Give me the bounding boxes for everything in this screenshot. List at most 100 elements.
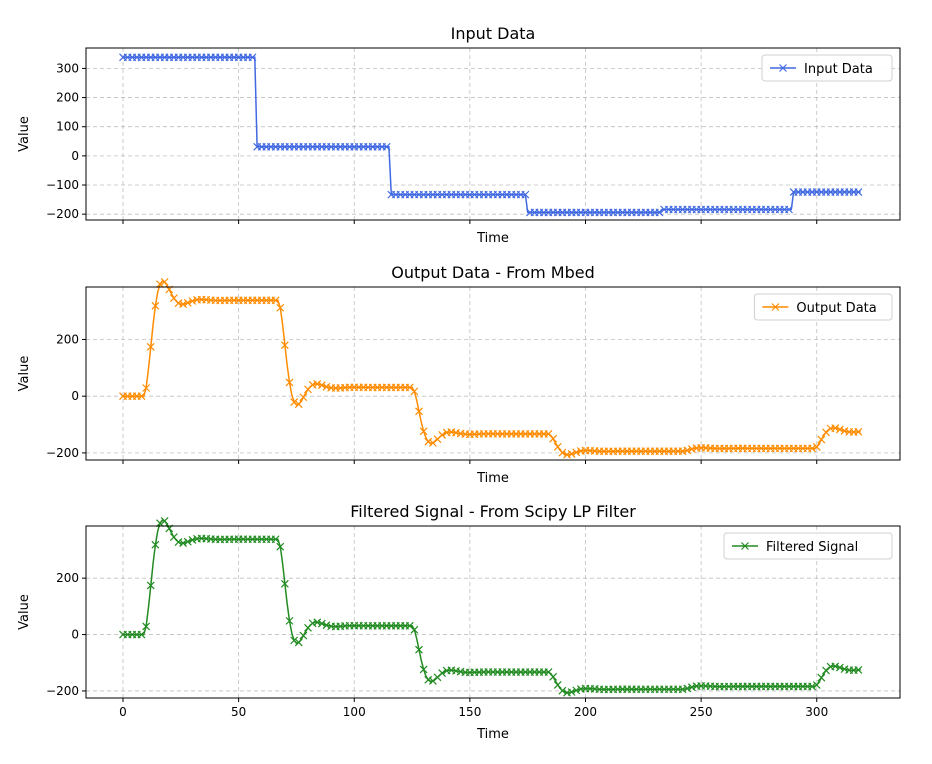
data-point: [322, 382, 331, 391]
data-point: [322, 621, 331, 630]
x-tick-label: 300: [805, 705, 828, 719]
data-point: [179, 539, 188, 547]
data-point: [313, 379, 322, 388]
data-point: [424, 437, 433, 446]
data-point: [188, 297, 197, 305]
series-markers-2: [119, 277, 863, 459]
data-point: [572, 448, 581, 457]
data-point: [160, 516, 169, 525]
x-tick-label: 50: [231, 705, 246, 719]
x-tick-label: 150: [458, 705, 481, 719]
data-point: [415, 407, 423, 416]
data-point: [179, 300, 188, 309]
data-point: [137, 392, 146, 401]
subplot-2: −200 0 200 Output Data - From Mbed Time Value…: [17, 263, 901, 486]
data-point: [183, 537, 192, 546]
data-point: [812, 443, 821, 451]
legend-label: Output Data: [796, 301, 876, 316]
legend-label: Input Data: [804, 62, 873, 77]
x-axis-label: Time: [476, 231, 509, 246]
y-tick-label: 200: [56, 571, 79, 585]
data-point: [285, 616, 294, 625]
y-axis-label: Value: [17, 116, 32, 152]
axes-frame: [85, 525, 901, 699]
data-point: [835, 425, 844, 434]
data-point: [521, 190, 530, 199]
chart-title: Output Data - From Mbed: [391, 263, 595, 282]
data-point: [840, 427, 849, 435]
data-point: [812, 681, 821, 689]
data-point: [137, 630, 146, 639]
x-tick-label: 0: [119, 705, 127, 719]
series-line-1: [123, 56, 861, 214]
legend-box: [723, 532, 893, 560]
data-point: [854, 427, 863, 436]
y-axis-label: Value: [17, 356, 32, 392]
legend: Input Data: [761, 54, 893, 82]
data-point: [285, 378, 294, 387]
axes-frame: [85, 47, 901, 221]
data-point: [424, 675, 433, 684]
data-point: [567, 688, 576, 696]
legend: Filtered Signal: [723, 532, 893, 560]
data-point: [808, 444, 817, 453]
data-point: [428, 677, 437, 685]
data-point: [410, 625, 419, 634]
data-point: [271, 296, 280, 305]
x-tick-label: 100: [343, 705, 366, 719]
data-point: [553, 680, 562, 689]
y-tick-label: −200: [46, 684, 79, 698]
data-point: [313, 618, 322, 627]
data-point: [308, 619, 317, 628]
data-point: [831, 662, 840, 671]
y-tick-label: −200: [46, 207, 79, 221]
data-point: [567, 450, 576, 458]
data-point: [854, 188, 863, 196]
data-point: [188, 536, 197, 544]
data-point: [419, 665, 428, 674]
data-point: [382, 142, 391, 151]
y-tick-label: −100: [46, 178, 79, 192]
data-point: [572, 686, 581, 695]
data-point: [146, 342, 155, 351]
data-point: [817, 435, 826, 444]
data-point: [271, 535, 280, 544]
data-point: [146, 581, 155, 590]
data-point: [174, 538, 183, 546]
data-point: [687, 445, 696, 454]
data-point: [290, 398, 299, 406]
data-point: [290, 636, 299, 645]
legend-label: Filtered Signal: [766, 540, 858, 555]
y-tick-label: 0: [71, 628, 79, 642]
data-point: [553, 442, 562, 451]
x-tick-label: 200: [574, 705, 597, 719]
x-tick-label: 250: [690, 705, 713, 719]
data-point: [142, 384, 151, 392]
y-tick-label: 100: [56, 120, 79, 134]
data-point: [785, 205, 793, 214]
legend-marker: [741, 542, 749, 550]
data-point: [831, 424, 840, 432]
subplot-3: 0 50 100 150 200 250 300 −200 0 200 Filtered Signa…: [17, 502, 901, 742]
data-point: [549, 672, 558, 681]
data-point: [280, 579, 289, 588]
data-point: [299, 631, 308, 640]
data-point: [687, 683, 696, 692]
data-point: [683, 684, 692, 693]
data-point: [558, 448, 567, 457]
legend-box: [761, 54, 893, 82]
data-point: [428, 438, 437, 447]
data-point: [840, 665, 849, 674]
subplot-1: −200 −100 0 100 200 300 Input Data Time Value Inp…: [17, 24, 901, 246]
x-axis-label: Time: [476, 471, 509, 486]
y-tick-label: 300: [56, 61, 79, 75]
axes-frame: [85, 286, 901, 461]
series-line-2: [123, 280, 861, 456]
x-axis-label: Time: [476, 727, 509, 742]
data-point: [835, 663, 844, 672]
data-point: [151, 301, 160, 310]
data-point: [294, 638, 303, 647]
data-point: [294, 400, 303, 409]
data-point: [276, 542, 285, 551]
